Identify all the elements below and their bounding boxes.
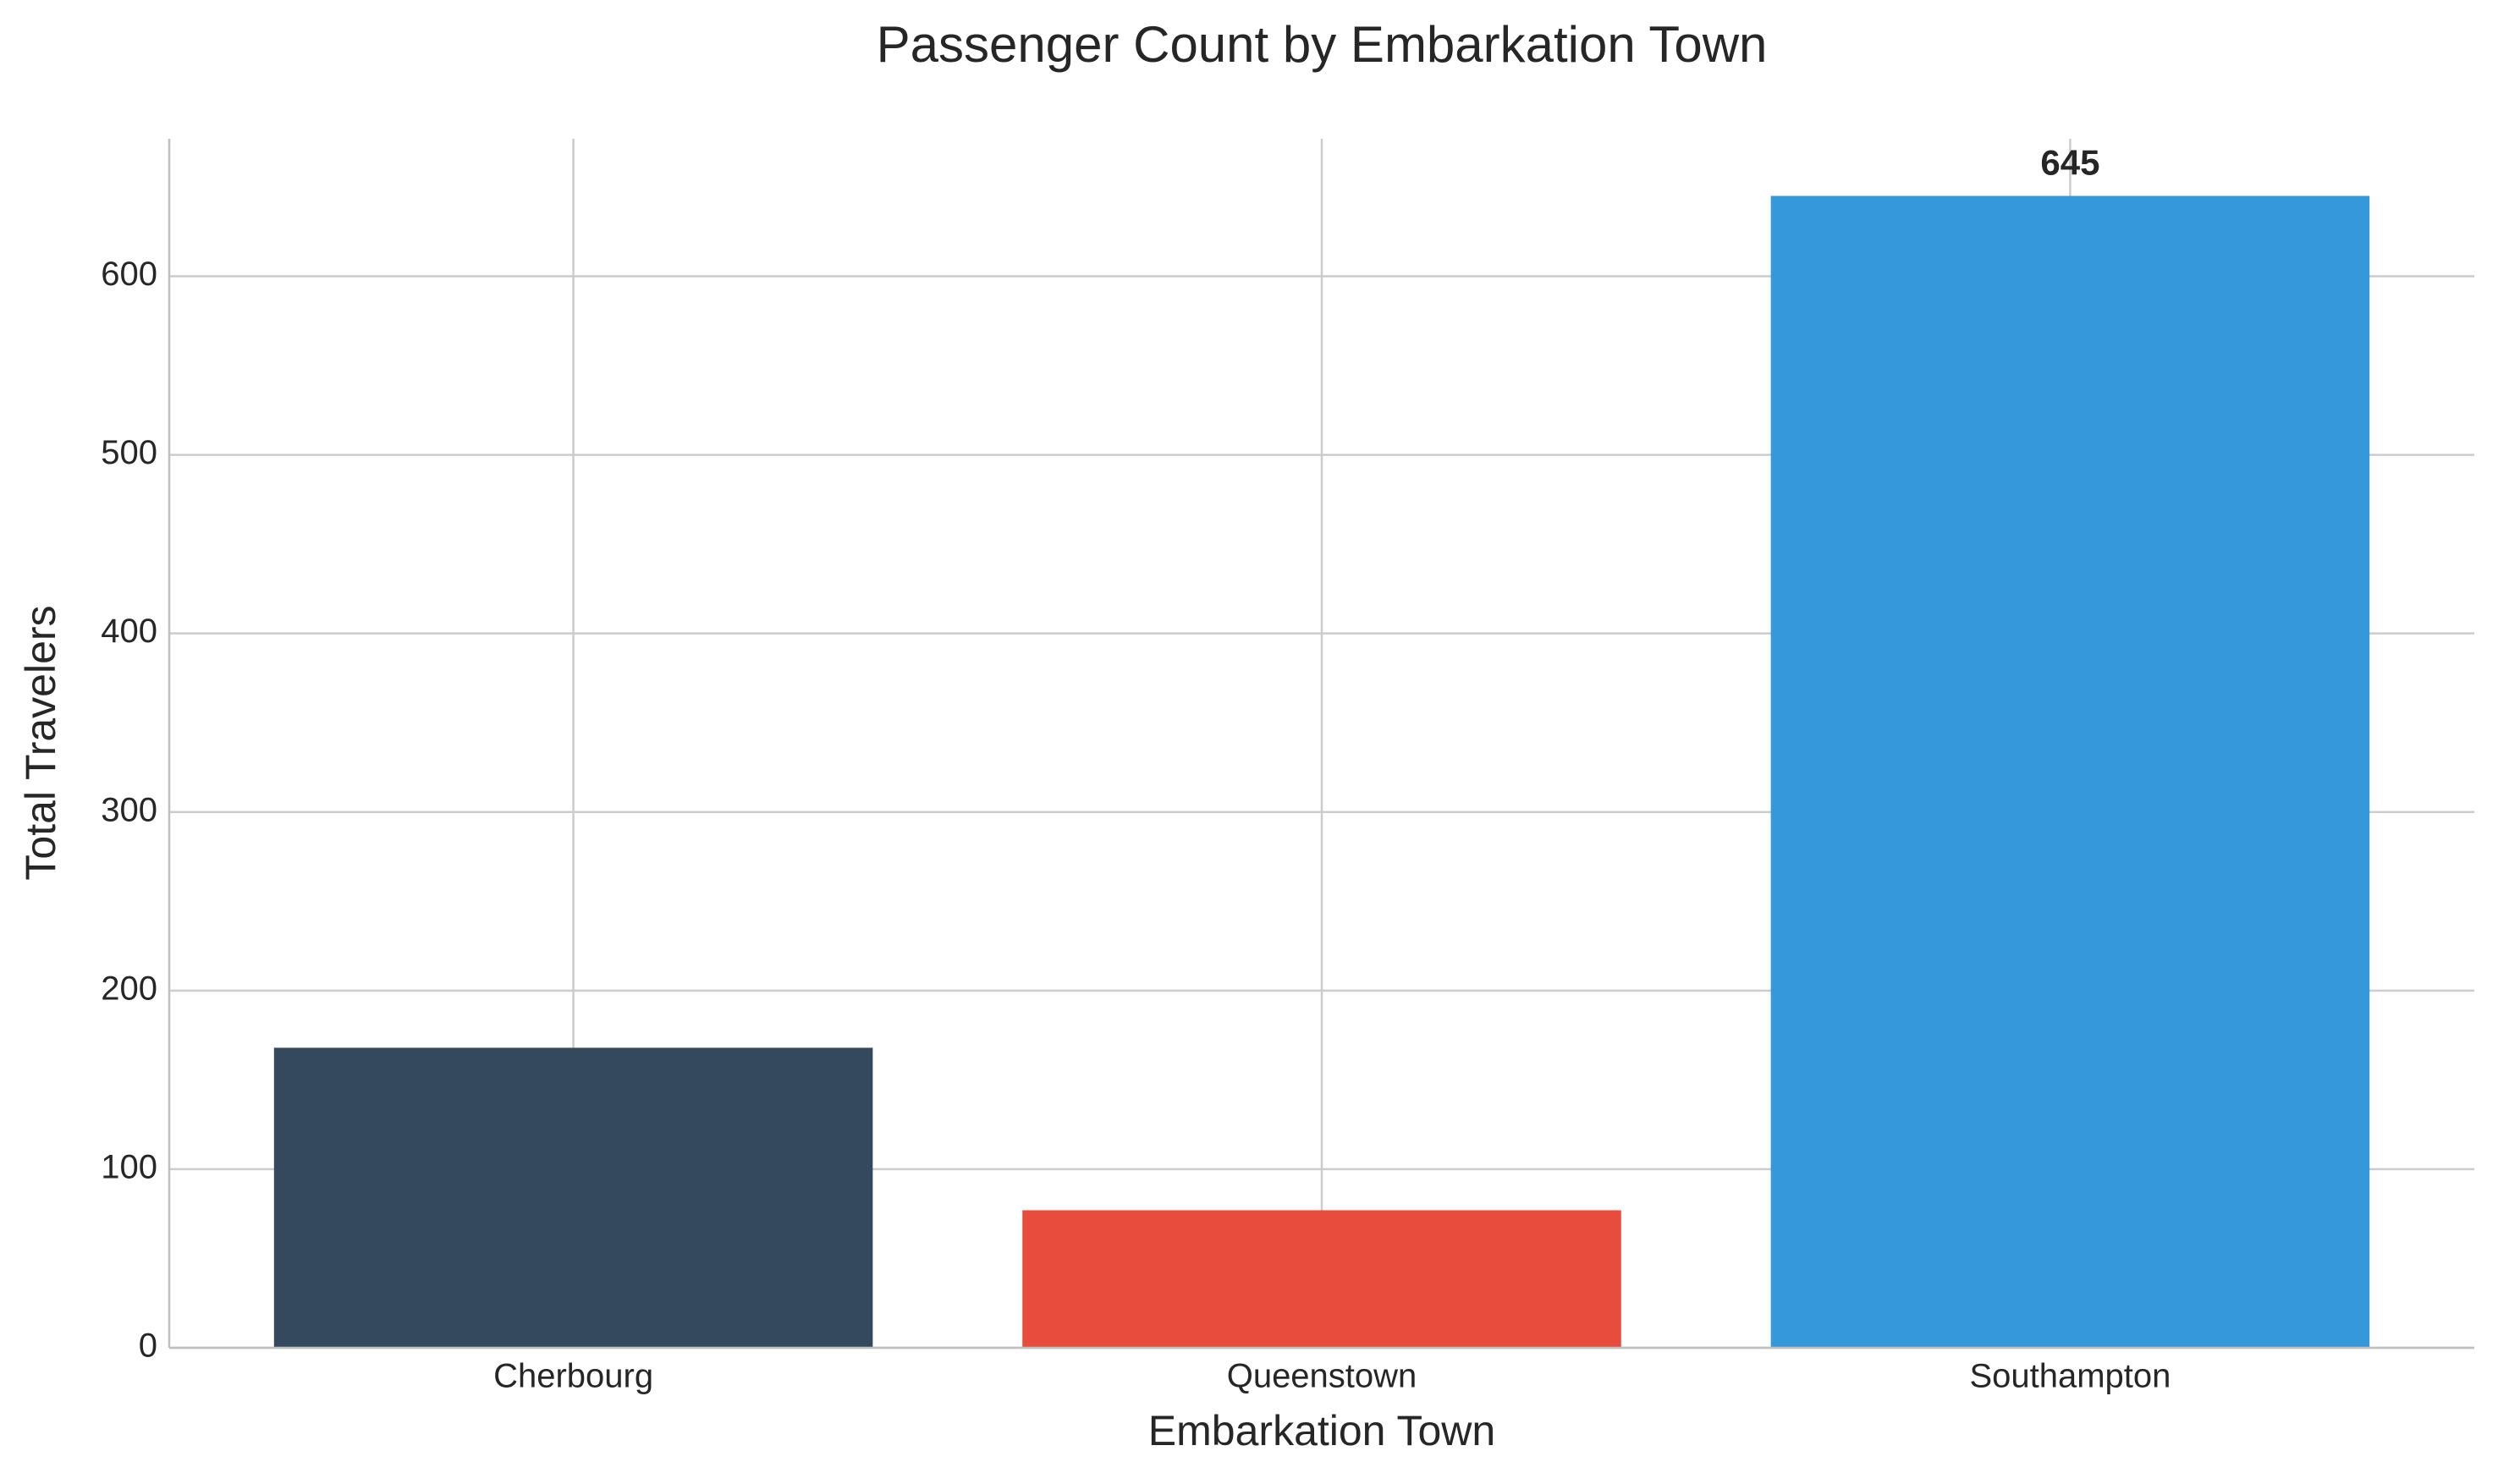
bar [1022,1210,1621,1348]
bar [1770,195,2370,1349]
chart-title: Passenger Count by Embarkation Town [877,16,1768,73]
y-tick-label: 300 [101,791,157,828]
y-tick-label: 400 [101,613,157,650]
bar [273,1047,873,1348]
x-axis-label: Embarkation Town [1148,1407,1495,1454]
y-tick-label: 200 [101,970,157,1007]
x-tick-label: Queenstown [1227,1358,1417,1395]
y-tick-label: 100 [101,1148,157,1185]
x-tick-label: Southampton [1969,1358,2171,1395]
x-tick-label: Cherbourg [493,1358,653,1395]
y-axis-label: Total Travelers [17,605,64,880]
y-tick-label: 500 [101,434,157,471]
y-tick-label: 600 [101,256,157,293]
data-label: 645 [2040,143,2099,183]
y-tick-label: 0 [139,1327,157,1365]
